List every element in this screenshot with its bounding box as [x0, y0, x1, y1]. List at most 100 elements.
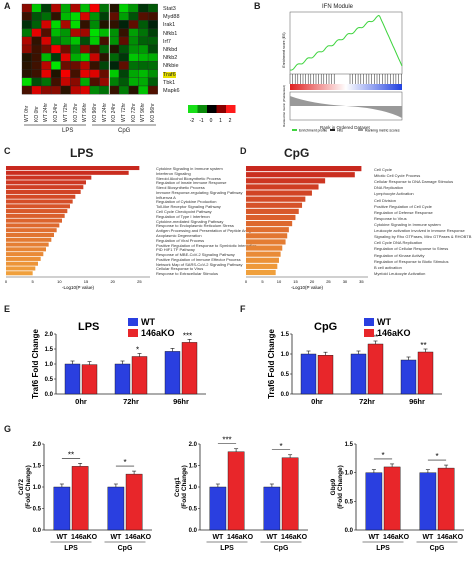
- heatmap-cell: [147, 20, 158, 29]
- heatmap-cell: [89, 61, 100, 70]
- enrichment-bar: [246, 202, 303, 208]
- enrichment-bar: [246, 227, 289, 233]
- enrichment-tick: 15: [84, 279, 89, 284]
- heatmap-cell: [21, 44, 32, 54]
- heatmap-cell: [50, 44, 61, 54]
- enrichment-bar: [246, 251, 281, 257]
- heatmap-color-legend: -2 -1 0 1 2: [188, 105, 236, 124]
- category-label: 0hr: [311, 397, 323, 406]
- heatmap-cell: [60, 3, 71, 13]
- enrichment-bar: [246, 239, 286, 245]
- condition-label: KO 0hr: [33, 106, 40, 122]
- enrichment-tick: 5: [261, 279, 264, 284]
- enrichment-term: Response to Extracellular Stimulus: [156, 271, 219, 277]
- significance-label: ***: [369, 333, 378, 342]
- heatmap-cell: [138, 20, 149, 29]
- y-axis-label: (Fold Change): [25, 465, 32, 509]
- heatmap-cell: [89, 53, 100, 62]
- heatmap-cell: [128, 3, 139, 13]
- y-tick-label: 2.0: [33, 442, 42, 448]
- enrichment-bar: [6, 223, 60, 228]
- enrichment-tick: 20: [310, 279, 315, 284]
- gsea-ylabel-bottom: Ranked list metric (PreRanked): [282, 85, 286, 127]
- x-label-ko: 146aKO: [227, 534, 254, 541]
- heatmap-cell: [50, 53, 61, 62]
- ranking-colorbar: [290, 84, 402, 90]
- heatmap-cell: [118, 44, 129, 54]
- heatmap-cell: [138, 77, 149, 87]
- heatmap-cell: [80, 12, 91, 21]
- y-tick-label: 1.5: [189, 464, 198, 470]
- heatmap-cell: [147, 3, 158, 13]
- significance-label: **: [420, 341, 426, 350]
- heatmap-cell: [89, 3, 100, 13]
- enrichment-term: Response to Endoplasmic Reticulum Stress: [156, 223, 234, 229]
- heatmap-cell: [41, 28, 52, 37]
- enrichment-term: Cell Cycle: [374, 167, 393, 172]
- condition-label: KO 96hr: [150, 103, 157, 122]
- enrichment-tick: 0: [5, 279, 8, 284]
- bar-ko: [417, 351, 434, 395]
- enrichment-bar: [246, 178, 326, 184]
- enrichment-xlabel: -Log10(P value): [291, 285, 323, 290]
- traf6-cpg-chart: 0.0 0.5 1.0 1.5 Traf6 Fold Change 0hr *** 72hr *…: [267, 317, 442, 406]
- enrichment-bar: [6, 199, 73, 204]
- bar-ko: [227, 451, 245, 531]
- enrichment-bar: [246, 190, 312, 196]
- heatmap-cell: [60, 69, 71, 78]
- enrichment-bar: [6, 237, 52, 242]
- y-tick-label: 1.0: [33, 485, 42, 491]
- gsea-title: IFN Module: [322, 4, 354, 10]
- heatmap-cell: [31, 36, 42, 46]
- heatmap-cell: [31, 3, 42, 13]
- enrichment-term: Regulation of Cellular Response to Stres…: [374, 246, 449, 252]
- condition-label: WT 96hr: [140, 102, 147, 122]
- enrichment-term: Cell Cycle Checkpoint Pathway: [156, 209, 212, 215]
- heatmap-cell: [138, 12, 149, 21]
- chart-title: CpG: [314, 321, 337, 333]
- gene-label: Nfkbie: [163, 63, 179, 70]
- heatmap-cell: [70, 61, 81, 70]
- y-tick-label: 0.0: [33, 528, 42, 534]
- gene-label: Nfkbd: [163, 47, 178, 53]
- enrichment-term: Regulation of Cytokine Production: [156, 199, 217, 205]
- heatmap-cell: [80, 61, 91, 70]
- heatmap-cell: [60, 20, 71, 29]
- enrichment-term: Mitotic Cell Cycle Process: [374, 173, 421, 179]
- enrichment-term: Cellular Response to Virus: [156, 266, 204, 272]
- gsea-legend-swatch: [292, 129, 297, 131]
- heatmap-cell: [50, 3, 61, 13]
- heatmap-cell: [41, 12, 52, 21]
- gsea-legend-swatch: [330, 129, 335, 131]
- y-tick-label: 0.5: [281, 372, 290, 378]
- heatmap-cell: [80, 3, 91, 13]
- enrichment-bar: [6, 271, 33, 276]
- gsea-plot: Enrichment score (ES) Ranked list metric …: [282, 11, 403, 133]
- heatmap-cell: [147, 36, 158, 46]
- enrichment-tick: 15: [293, 279, 298, 284]
- heatmap-cell: [147, 69, 158, 78]
- x-label-ko: 146aKO: [437, 534, 464, 541]
- enrichment-bar: [246, 245, 283, 251]
- enrichment-bars-lps: 0 5 10 15 20 25 -Log10(P value): [5, 166, 150, 290]
- legend-swatch: [216, 105, 226, 113]
- gsea-es-frame: [289, 11, 403, 75]
- y-axis-label: Cd72: [18, 479, 25, 495]
- heatmap-cell: [99, 85, 110, 95]
- enrichment-tick: 20: [110, 279, 115, 284]
- heatmap-cell: [118, 53, 129, 62]
- heatmap-cell: [147, 85, 158, 95]
- heatmap-cell: [41, 77, 52, 87]
- panel-b-letter: B: [254, 1, 261, 11]
- heatmap-cell: [50, 85, 61, 95]
- bar-ko: [317, 355, 334, 395]
- heatmap-cell: [80, 44, 91, 54]
- heatmap-cell: [70, 36, 81, 46]
- enrichment-bars-cpg: 0 5 10 15 20 25 30 35 -Log10(P value): [245, 166, 368, 290]
- panel-f-letter: F: [240, 304, 246, 314]
- heatmap-cell: [60, 85, 71, 95]
- heatmap-cell: [50, 28, 61, 37]
- heatmap-cell: [21, 12, 32, 21]
- heatmap-cell: [60, 53, 71, 62]
- enrichment-bar: [6, 204, 70, 209]
